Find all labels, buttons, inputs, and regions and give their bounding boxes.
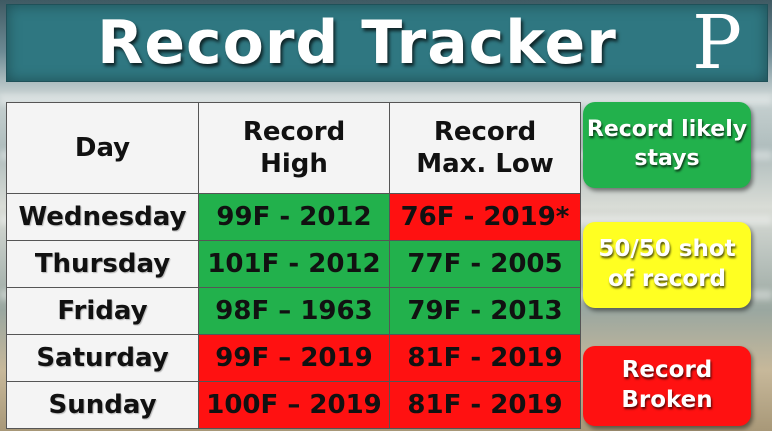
table-row: Sunday 100F – 2019 81F - 2019	[6, 381, 581, 429]
record-high-cell: 98F – 1963	[198, 287, 390, 335]
header-record-max-low: Record Max. Low	[389, 102, 581, 194]
day-cell: Friday	[6, 287, 199, 335]
table-row: Thursday 101F - 2012 77F - 2005	[6, 240, 581, 288]
record-low-cell: 79F - 2013	[389, 287, 581, 335]
table-header-row: Day Record High Record Max. Low	[6, 102, 581, 194]
title-banner: Record Tracker P	[6, 0, 768, 86]
record-low-cell: 81F - 2019	[389, 334, 581, 382]
record-high-cell: 99F – 2019	[198, 334, 390, 382]
record-table: Day Record High Record Max. Low Wednesday …	[6, 102, 581, 429]
header-day: Day	[6, 102, 199, 194]
record-high-cell: 101F - 2012	[198, 240, 390, 288]
day-cell: Sunday	[6, 381, 199, 429]
legend-fifty-fifty: 50/50 shot of record	[583, 222, 751, 308]
header-record-high: Record High	[198, 102, 390, 194]
legend-record-likely-stays: Record likely stays	[583, 102, 751, 188]
day-cell: Thursday	[6, 240, 199, 288]
record-high-cell: 100F – 2019	[198, 381, 390, 429]
station-logo: P	[692, 0, 742, 86]
day-cell: Saturday	[6, 334, 199, 382]
record-low-cell: 76F - 2019*	[389, 193, 581, 241]
record-low-cell: 81F - 2019	[389, 381, 581, 429]
day-cell: Wednesday	[6, 193, 199, 241]
table-row: Friday 98F – 1963 79F - 2013	[6, 287, 581, 335]
table-row: Saturday 99F – 2019 81F - 2019	[6, 334, 581, 382]
record-low-cell: 77F - 2005	[389, 240, 581, 288]
table-row: Wednesday 99F - 2012 76F - 2019*	[6, 193, 581, 241]
legend-record-broken: Record Broken	[583, 346, 751, 426]
record-high-cell: 99F - 2012	[198, 193, 390, 241]
page-title: Record Tracker	[97, 8, 617, 78]
